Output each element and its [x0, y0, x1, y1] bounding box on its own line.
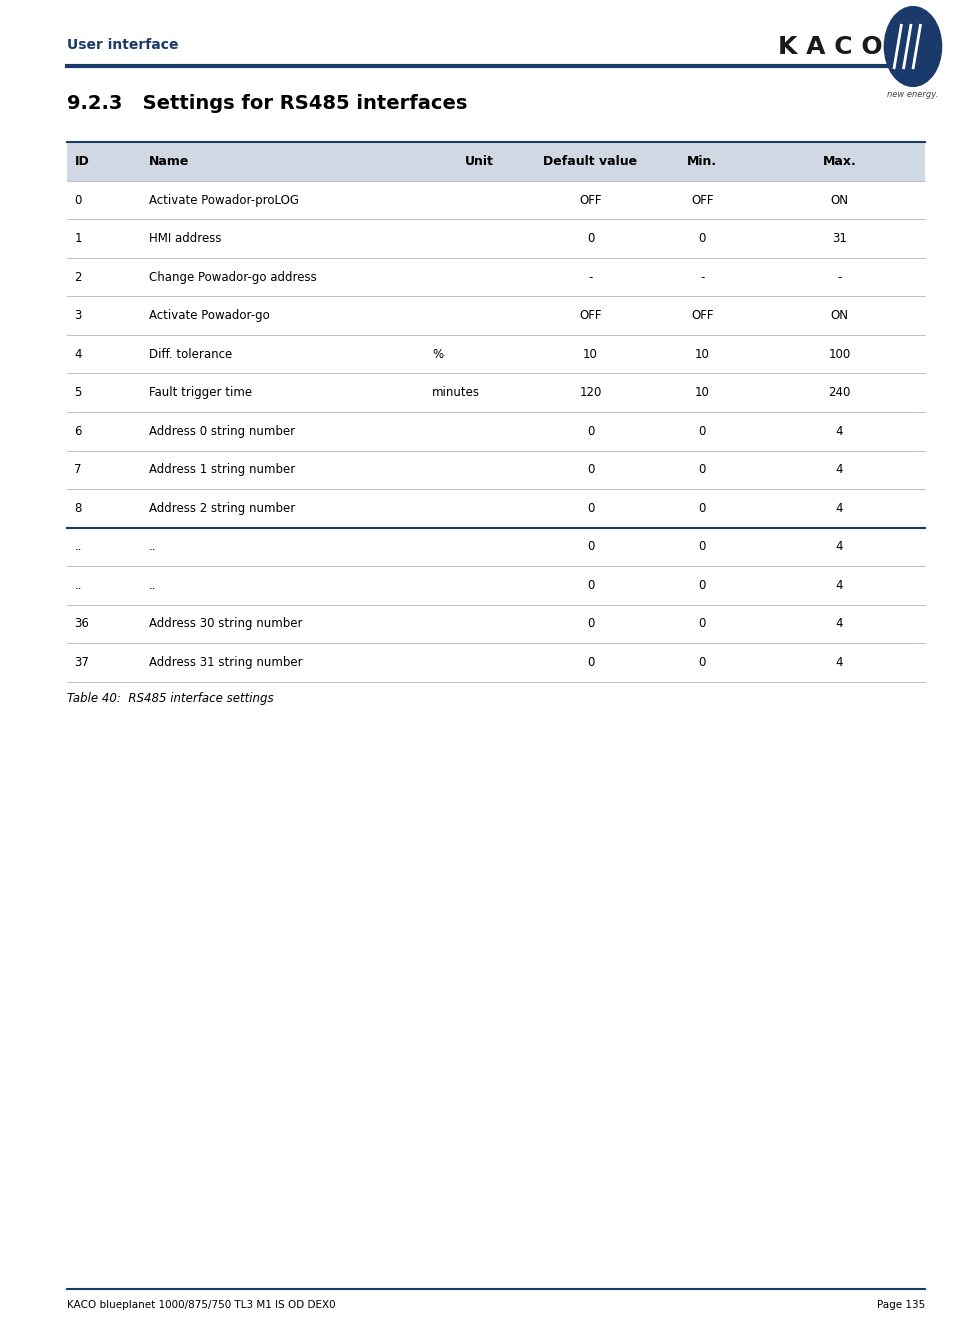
Text: 0: 0 [698, 657, 705, 668]
Text: Address 0 string number: Address 0 string number [149, 425, 294, 437]
Text: 8: 8 [74, 502, 82, 514]
Text: Address 30 string number: Address 30 string number [149, 618, 302, 630]
Text: 31: 31 [831, 233, 846, 245]
Text: 5: 5 [74, 387, 82, 399]
Text: 4: 4 [835, 618, 842, 630]
Text: 1: 1 [74, 233, 82, 245]
Text: 10: 10 [694, 387, 709, 399]
Text: OFF: OFF [578, 310, 601, 322]
Text: ..: .. [74, 579, 82, 591]
FancyBboxPatch shape [67, 142, 924, 181]
Text: 0: 0 [586, 464, 594, 476]
Text: Unit: Unit [464, 155, 493, 167]
Text: 120: 120 [578, 387, 601, 399]
Text: OFF: OFF [690, 194, 713, 206]
Text: ON: ON [830, 194, 847, 206]
Text: 0: 0 [74, 194, 82, 206]
Text: 6: 6 [74, 425, 82, 437]
Text: 9.2.3   Settings for RS485 interfaces: 9.2.3 Settings for RS485 interfaces [67, 94, 467, 113]
Text: Min.: Min. [686, 155, 717, 167]
Text: -: - [588, 271, 592, 283]
Text: 0: 0 [698, 579, 705, 591]
Text: 0: 0 [698, 502, 705, 514]
Text: 7: 7 [74, 464, 82, 476]
Text: %: % [432, 348, 443, 360]
Text: 0: 0 [586, 579, 594, 591]
Text: 4: 4 [74, 348, 82, 360]
Text: 4: 4 [835, 502, 842, 514]
Text: new energy.: new energy. [886, 90, 938, 100]
Text: 10: 10 [582, 348, 598, 360]
Text: 0: 0 [698, 618, 705, 630]
Text: 0: 0 [698, 541, 705, 553]
Circle shape [883, 7, 941, 86]
Text: 10: 10 [694, 348, 709, 360]
Text: -: - [837, 271, 841, 283]
Text: Table 40:  RS485 interface settings: Table 40: RS485 interface settings [67, 692, 274, 706]
Text: 4: 4 [835, 579, 842, 591]
Text: ..: .. [149, 579, 156, 591]
Text: 0: 0 [698, 464, 705, 476]
Text: Change Powador-go address: Change Powador-go address [149, 271, 316, 283]
Text: 4: 4 [835, 425, 842, 437]
Text: 0: 0 [698, 425, 705, 437]
Text: ..: .. [74, 541, 82, 553]
Text: 0: 0 [698, 233, 705, 245]
Text: HMI address: HMI address [149, 233, 221, 245]
Text: 3: 3 [74, 310, 82, 322]
Text: 240: 240 [827, 387, 850, 399]
Text: KACO blueplanet 1000/875/750 TL3 M1 IS OD DEX0: KACO blueplanet 1000/875/750 TL3 M1 IS O… [67, 1300, 335, 1310]
Text: 36: 36 [74, 618, 90, 630]
Text: 4: 4 [835, 657, 842, 668]
Text: ID: ID [74, 155, 89, 167]
Text: OFF: OFF [578, 194, 601, 206]
Text: 0: 0 [586, 502, 594, 514]
Text: minutes: minutes [432, 387, 479, 399]
Text: Diff. tolerance: Diff. tolerance [149, 348, 232, 360]
Text: 0: 0 [586, 541, 594, 553]
Text: 4: 4 [835, 541, 842, 553]
Text: User interface: User interface [67, 39, 178, 52]
Text: Address 1 string number: Address 1 string number [149, 464, 294, 476]
Text: 0: 0 [586, 618, 594, 630]
Text: 37: 37 [74, 657, 90, 668]
Text: 4: 4 [835, 464, 842, 476]
Text: Address 31 string number: Address 31 string number [149, 657, 302, 668]
Text: Max.: Max. [821, 155, 856, 167]
Text: Page 135: Page 135 [876, 1300, 924, 1310]
Text: 0: 0 [586, 657, 594, 668]
Text: Name: Name [149, 155, 189, 167]
Text: ON: ON [830, 310, 847, 322]
Text: 0: 0 [586, 233, 594, 245]
Text: Address 2 string number: Address 2 string number [149, 502, 294, 514]
Text: K A C O: K A C O [777, 35, 882, 58]
Text: Default value: Default value [543, 155, 637, 167]
Text: 100: 100 [827, 348, 850, 360]
Text: 0: 0 [586, 425, 594, 437]
Text: Activate Powador-go: Activate Powador-go [149, 310, 270, 322]
Text: Fault trigger time: Fault trigger time [149, 387, 252, 399]
Text: ..: .. [149, 541, 156, 553]
Text: OFF: OFF [690, 310, 713, 322]
Text: 2: 2 [74, 271, 82, 283]
Text: -: - [700, 271, 703, 283]
Text: Activate Powador-proLOG: Activate Powador-proLOG [149, 194, 298, 206]
